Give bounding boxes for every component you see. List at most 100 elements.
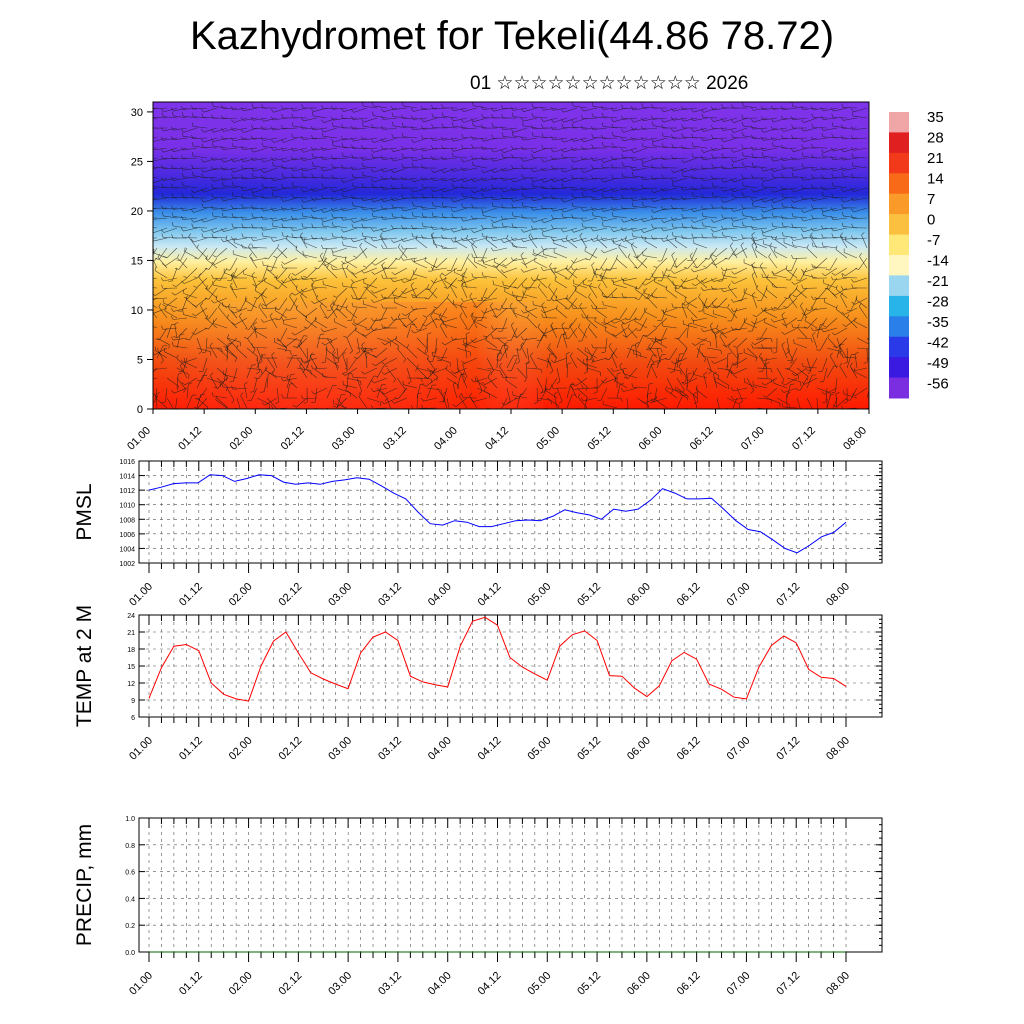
- wind-barb-flag: [551, 185, 554, 190]
- wind-barb-flag: [591, 102, 594, 107]
- wind-barb: [573, 267, 588, 271]
- wind-barb-flag: [171, 234, 174, 239]
- wind-barb-flag: [640, 117, 644, 121]
- wind-barb-flag: [670, 128, 674, 132]
- wind-barb-flag: [380, 108, 384, 113]
- wind-barb: [196, 277, 208, 288]
- wind-barb: [273, 217, 288, 222]
- colorbar-swatch: [889, 357, 909, 378]
- wind-barb-flag: [790, 188, 794, 193]
- wind-barb-flag: [241, 223, 244, 228]
- wind-barb-flag: [690, 186, 694, 191]
- wind-barb-flag: [600, 105, 604, 110]
- wind-barb-flag: [490, 247, 494, 252]
- wind-barb-flag: [540, 267, 544, 271]
- wind-barb: [443, 167, 458, 173]
- wind-barb: [373, 105, 388, 109]
- wind-barb: [633, 107, 648, 111]
- wind-barb: [713, 107, 728, 111]
- wind-barb: [263, 235, 278, 239]
- wind-barb: [413, 187, 428, 193]
- wind-barb: [383, 147, 398, 150]
- wind-barb: [173, 225, 188, 229]
- wind-barb: [341, 264, 348, 279]
- wind-barb-flag: [680, 105, 684, 110]
- wind-barb-flag: [261, 232, 264, 237]
- wind-barb-flag: [162, 211, 164, 216]
- wind-barb-flag: [532, 132, 534, 137]
- wind-barb-flag: [250, 189, 254, 193]
- wind-barb-flag: [251, 213, 254, 218]
- wind-barb: [163, 137, 178, 141]
- wind-barb-flag: [511, 242, 514, 247]
- wind-barb: [454, 240, 468, 249]
- wind-barb-flag: [183, 275, 188, 279]
- wind-barb: [523, 157, 538, 162]
- wind-barb-flag: [280, 217, 284, 222]
- wind-barb: [533, 227, 548, 230]
- wind-barb-flag: [721, 225, 724, 230]
- heatmap-y-tick-label: 15: [131, 255, 143, 267]
- wind-barb-flag: [331, 155, 334, 160]
- wind-barb-flag: [250, 148, 254, 153]
- wind-barb-flag: [480, 105, 484, 110]
- wind-barb: [763, 147, 778, 151]
- wind-barb-flag: [252, 283, 256, 287]
- wind-barb-flag: [341, 152, 344, 157]
- wind-barb: [413, 166, 428, 169]
- wind-barb: [852, 237, 868, 240]
- wind-barb: [323, 237, 338, 241]
- wind-barb: [303, 187, 318, 193]
- wind-barb-flag: [471, 195, 474, 200]
- wind-barb-flag: [840, 148, 844, 153]
- colorbar-swatch: [889, 173, 909, 195]
- wind-barb: [252, 176, 268, 179]
- wind-barb: [183, 115, 198, 119]
- wind-barb: [502, 107, 518, 110]
- wind-barb: [213, 106, 228, 109]
- wind-barb-flag: [550, 136, 554, 141]
- wind-barb: [533, 217, 548, 223]
- wind-barb-flag: [261, 174, 264, 179]
- wind-barb-flag: [528, 233, 532, 237]
- wind-barb-flag: [731, 192, 734, 197]
- wind-barb-flag: [410, 108, 414, 112]
- wind-barb-flag: [310, 146, 314, 151]
- wind-barb: [363, 166, 378, 169]
- wind-barb-flag: [540, 219, 545, 223]
- wind-barb-flag: [270, 207, 274, 212]
- wind-barb-flag: [485, 235, 488, 240]
- wind-barb-flag: [831, 193, 834, 198]
- wind-barb: [463, 217, 478, 222]
- wind-barb-flag: [480, 187, 484, 192]
- wind-barb: [443, 157, 458, 160]
- wind-barb-flag: [641, 184, 644, 189]
- wind-barb-flag: [401, 194, 404, 199]
- wind-barb-flag: [160, 148, 164, 153]
- wind-barb: [513, 246, 528, 249]
- wind-barb: [166, 247, 178, 259]
- wind-barb: [312, 237, 328, 240]
- wind-barb: [563, 207, 578, 213]
- wind-barb: [633, 157, 648, 161]
- wind-barb-flag: [602, 420, 604, 423]
- wind-barb-flag: [811, 113, 814, 118]
- wind-barb: [373, 167, 388, 173]
- wind-barb-flag: [324, 257, 326, 262]
- wind-barb: [593, 106, 608, 109]
- wind-barb-flag: [781, 164, 784, 169]
- wind-barb-flag: [301, 223, 304, 228]
- wind-barb: [443, 187, 458, 193]
- wind-barb-flag: [441, 104, 444, 109]
- wind-barb: [793, 117, 808, 121]
- wind-barb-flag: [492, 264, 497, 268]
- wind-barb: [153, 117, 168, 119]
- wind-barb-flag: [200, 158, 204, 163]
- wind-barb: [295, 249, 308, 259]
- wind-barb-flag: [226, 269, 231, 271]
- wind-barb-flag: [630, 126, 634, 131]
- wind-barb-flag: [681, 172, 684, 177]
- wind-barb-flag: [392, 121, 394, 126]
- wind-barb-flag: [660, 108, 664, 112]
- wind-barb: [859, 256, 868, 269]
